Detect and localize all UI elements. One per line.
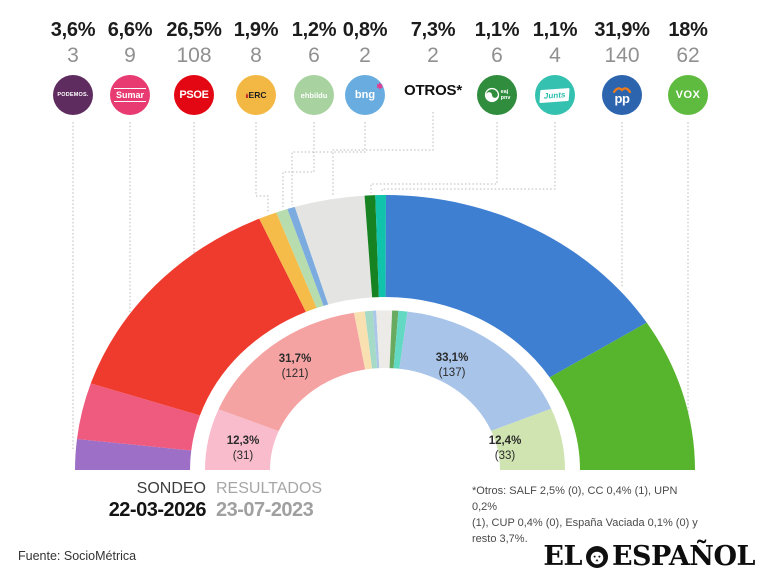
footnote-line: (1), CUP 0,4% (0), España Vaciada 0,1% (… xyxy=(472,516,698,529)
vox-logo-icon: VOX xyxy=(668,75,708,116)
erc-seats: 8 xyxy=(250,44,262,67)
bng-seats: 2 xyxy=(359,44,371,67)
segment-pp-sondeo xyxy=(385,195,647,378)
bng-star-icon: ✱ xyxy=(376,82,384,92)
resultados-date: 23-07-2023 xyxy=(216,499,314,522)
segment-erc-resultados xyxy=(353,311,373,370)
party-column-vox: 18% 62 VOX xyxy=(643,18,733,116)
eajpnv-logo-icon: eaj pnv xyxy=(477,75,517,116)
party-column-eajpnv: 1,1% 6 eaj pnv xyxy=(452,18,542,116)
party-column-otros: 7,3% 2 OTROS* xyxy=(388,18,478,99)
junts-seats: 4 xyxy=(549,44,561,67)
bng-logo-icon: bng ✱ xyxy=(345,75,385,116)
leader-line-bng xyxy=(291,122,366,205)
segment-psoe-resultados xyxy=(218,312,366,432)
segment-sumar-sondeo xyxy=(76,383,200,451)
ring-label-psoe-2023: 31,7% (121) xyxy=(278,353,312,380)
ehbildu-seats: 6 xyxy=(308,44,320,67)
lion-icon xyxy=(585,545,609,569)
party-column-junts: 1,1% 4 Junts xyxy=(510,18,600,116)
otros-percent: 7,3% xyxy=(410,19,456,41)
party-header-row: 3,6% 3 PODEMOS. 6,6% 9 Sumar 26,5% 108 PSOE 1,9% 8… xyxy=(0,0,768,130)
leader-line-junts xyxy=(381,122,556,193)
segment-erc-sondeo xyxy=(259,212,317,312)
party-column-pp: 31,9% 140 pp xyxy=(577,18,667,116)
legend-resultados: RESULTADOS 23-07-2023 xyxy=(216,479,322,523)
otros-label: OTROS* xyxy=(404,82,462,100)
pnv-swirl-icon xyxy=(484,88,499,103)
ring-label-pp-2023: 33,1% (137) xyxy=(435,352,469,379)
segment-ehbildu-resultados xyxy=(364,310,378,369)
eajpnv-percent: 1,1% xyxy=(474,19,520,41)
junts-logo-icon: Junts xyxy=(535,75,575,116)
otros-seats: 2 xyxy=(427,44,439,67)
segment-junts-resultados xyxy=(393,310,408,369)
leader-line-erc xyxy=(255,122,269,212)
sumar-logo-icon: Sumar xyxy=(110,75,150,116)
pp-gull-icon xyxy=(613,86,631,93)
pp-logo-icon: pp xyxy=(602,75,642,116)
podemos-percent: 3,6% xyxy=(50,19,96,41)
ehbildu-percent: 1,2% xyxy=(291,19,337,41)
psoe-logo-icon: PSOE xyxy=(174,75,214,116)
party-column-erc: 1,9% 8 ılı ERC xyxy=(211,18,301,116)
vox-seats: 62 xyxy=(676,44,700,67)
bng-percent: 0,8% xyxy=(342,19,388,41)
leader-line-ehbildu xyxy=(282,122,315,207)
footnote: *Otros: SALF 2,5% (0), CC 0,4% (1), UPN … xyxy=(472,484,698,548)
junts-percent: 1,1% xyxy=(532,19,578,41)
erc-logo-icon: ılı ERC xyxy=(236,75,276,116)
sondeo-label: SONDEO xyxy=(136,480,206,497)
ehbildu-logo-icon: ehbildu xyxy=(294,75,334,116)
party-column-psoe: 26,5% 108 PSOE xyxy=(149,18,239,116)
segment-psoe-sondeo xyxy=(90,218,306,416)
segment-bng-sondeo xyxy=(287,206,329,306)
psoe-percent: 26,5% xyxy=(166,19,222,41)
ring-label-vox-2023: 12,4% (33) xyxy=(488,435,522,462)
segment-otros-resultados xyxy=(376,310,393,369)
sumar-seats: 9 xyxy=(124,44,136,67)
leader-line-eajpnv xyxy=(370,122,498,193)
psoe-seats: 108 xyxy=(176,44,212,67)
podemos-logo-icon: PODEMOS. xyxy=(53,75,93,116)
legend-sondeo: SONDEO 22-03-2026 xyxy=(98,479,207,523)
party-column-bng: 0,8% 2 bng ✱ xyxy=(320,18,410,116)
segment-vox-resultados xyxy=(491,408,565,470)
party-column-podemos: 3,6% 3 PODEMOS. xyxy=(28,18,118,116)
segment-vox-sondeo xyxy=(549,322,695,470)
eajpnv-seats: 6 xyxy=(491,44,503,67)
chart-arcs xyxy=(75,195,695,470)
legend-block: SONDEO 22-03-2026 RESULTADOS 23-07-2023 xyxy=(98,479,322,523)
party-column-sumar: 6,6% 9 Sumar xyxy=(85,18,175,116)
footnote-line: *Otros: SALF 2,5% (0), CC 0,4% (1), UPN … xyxy=(472,485,678,513)
pp-seats: 140 xyxy=(604,44,640,67)
segment-ehbildu-sondeo xyxy=(276,209,324,309)
footnote-line: resto 3,7%. xyxy=(472,532,528,545)
segment-podemos-sondeo xyxy=(75,438,192,470)
brand-part1: EL xyxy=(543,541,582,572)
source-credit: Fuente: SocioMétrica xyxy=(18,549,137,563)
segment-sumar-resultados xyxy=(205,409,279,470)
vox-percent: 18% xyxy=(668,19,708,41)
ring-label-sumar-2023: 12,3% (31) xyxy=(226,435,260,462)
segment-eajpnv-sondeo xyxy=(364,195,379,298)
brand-part2: ESPAÑOL xyxy=(611,541,756,572)
sondeo-date: 22-03-2026 xyxy=(108,499,207,522)
leader-line-otros xyxy=(332,112,434,196)
segment-pp-resultados xyxy=(399,311,552,431)
segment-eajpnv-resultados xyxy=(389,310,399,369)
brand-masthead: EL ESPAÑOL xyxy=(543,541,755,572)
party-column-ehbildu: 1,2% 6 ehbildu xyxy=(269,18,359,116)
segment-bng-resultados xyxy=(372,310,380,369)
segment-otros-sondeo xyxy=(294,195,373,305)
sumar-percent: 6,6% xyxy=(107,19,153,41)
pp-percent: 31,9% xyxy=(594,19,650,41)
segment-junts-sondeo xyxy=(375,195,386,298)
podemos-seats: 3 xyxy=(67,44,79,67)
resultados-label: RESULTADOS xyxy=(216,480,323,497)
erc-percent: 1,9% xyxy=(233,19,279,41)
